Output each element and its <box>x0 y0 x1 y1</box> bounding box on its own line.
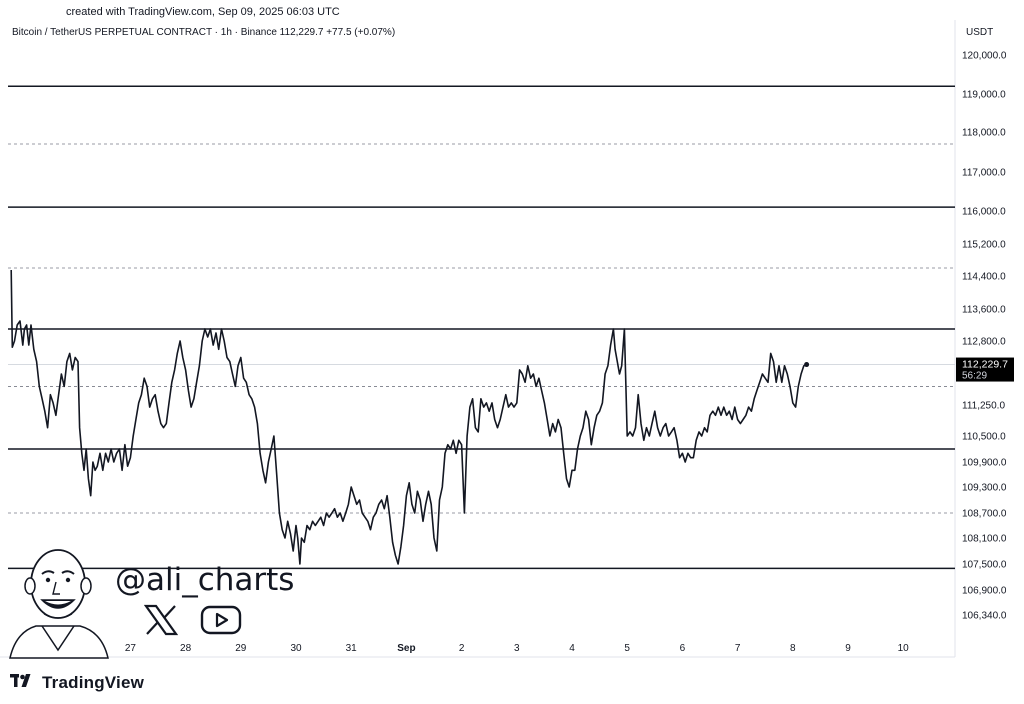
tradingview-brand[interactable]: TradingView <box>10 672 144 693</box>
social-links <box>143 604 242 641</box>
symbol-legend: Bitcoin / TetherUS PERPETUAL CONTRACT · … <box>12 27 396 38</box>
y-tick-label: 108,700.0 <box>962 509 1007 520</box>
x-tick-label: 8 <box>790 643 796 654</box>
x-tick-label: 6 <box>680 643 686 654</box>
y-tick-label: 107,500.0 <box>962 560 1007 571</box>
last-price-value: 112,229.7 <box>962 359 1008 371</box>
y-tick-label: 109,900.0 <box>962 458 1007 469</box>
y-tick-label: 114,400.0 <box>962 272 1006 283</box>
y-tick-label: 110,500.0 <box>962 432 1006 443</box>
y-tick-label: 106,900.0 <box>962 586 1007 597</box>
price-line <box>10 269 807 565</box>
tradingview-logo-icon <box>10 672 36 693</box>
y-tick-label: 116,000.0 <box>962 207 1006 218</box>
y-tick-label: 106,340.0 <box>962 611 1007 622</box>
y-tick-label: 112,800.0 <box>962 337 1006 348</box>
y-tick-label: 109,300.0 <box>962 483 1007 494</box>
x-tick-label: 5 <box>624 643 630 654</box>
x-tick-label: 30 <box>290 643 302 654</box>
x-tick-label: 10 <box>898 643 910 654</box>
y-tick-label: 118,000.0 <box>962 128 1006 139</box>
y-tick-label: 108,100.0 <box>962 534 1007 545</box>
x-tick-label: 31 <box>346 643 358 654</box>
x-tick-label: 7 <box>735 643 741 654</box>
x-tick-label: Sep <box>397 643 415 654</box>
created-caption: created with TradingView.com, Sep 09, 20… <box>66 6 340 18</box>
x-tick-label: 28 <box>180 643 192 654</box>
y-tick-label: 111,250.0 <box>962 401 1005 412</box>
youtube-icon[interactable] <box>200 605 242 640</box>
last-price-countdown: 56:29 <box>962 371 987 382</box>
y-tick-label: 119,000.0 <box>962 90 1006 101</box>
y-tick-label: 120,000.0 <box>962 51 1007 62</box>
x-logo-icon[interactable] <box>143 604 179 641</box>
cartoon-portrait-icon <box>6 540 110 665</box>
y-tick-label: 117,000.0 <box>962 168 1006 179</box>
y-tick-label: 115,200.0 <box>962 240 1006 251</box>
y-tick-label: 113,600.0 <box>962 305 1006 316</box>
x-tick-label: 27 <box>125 643 137 654</box>
author-handle: @ali_charts <box>115 562 295 598</box>
price-unit-label: USDT <box>966 27 994 38</box>
x-tick-label: 2 <box>459 643 465 654</box>
x-tick-label: 9 <box>845 643 851 654</box>
last-price-label: 112,229.7 56:29 <box>956 357 1014 382</box>
tradingview-wordmark: TradingView <box>42 672 145 692</box>
x-tick-label: 4 <box>569 643 575 654</box>
x-tick-label: 29 <box>235 643 247 654</box>
x-tick-label: 3 <box>514 643 520 654</box>
last-price-dot <box>804 362 810 368</box>
